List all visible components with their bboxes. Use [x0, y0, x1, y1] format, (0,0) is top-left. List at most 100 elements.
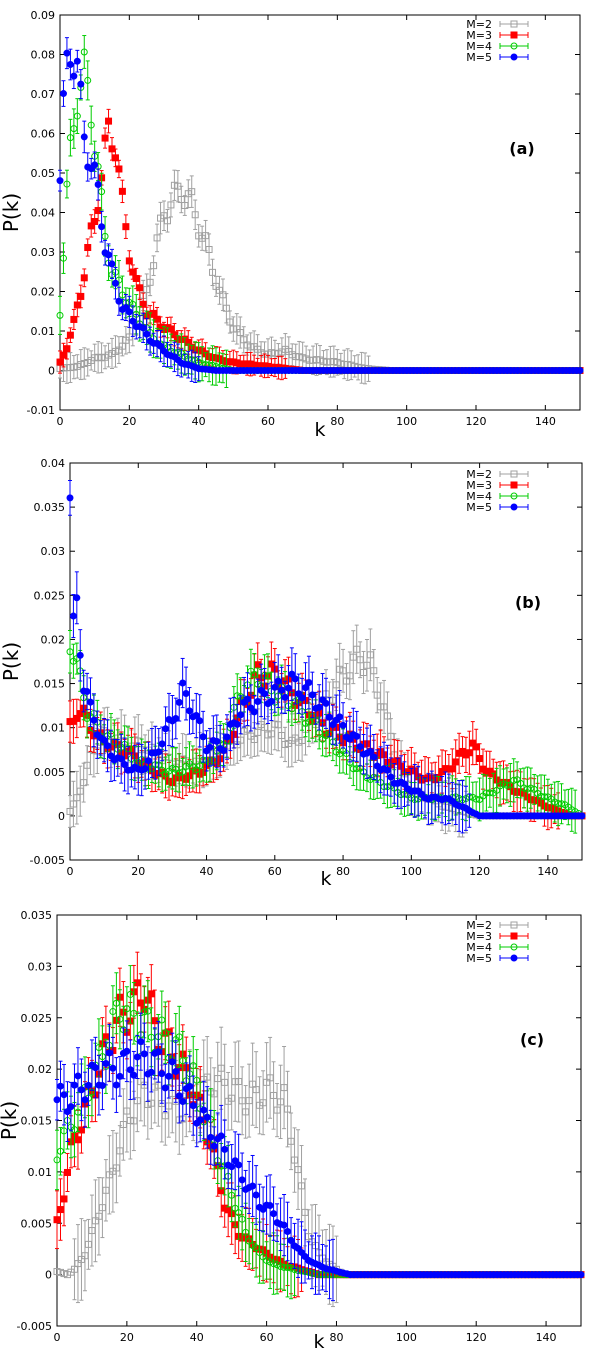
data-point [84, 1081, 92, 1089]
data-point [80, 48, 88, 56]
data-point [102, 1060, 110, 1068]
data-point [63, 49, 71, 57]
data-point [143, 330, 151, 338]
data-point [161, 1084, 169, 1092]
legend-entry-label: M=5 [466, 501, 492, 514]
x-tick-label: 100 [396, 415, 417, 428]
data-point [267, 697, 275, 705]
data-point [63, 1168, 71, 1176]
data-point [274, 677, 282, 685]
legend-marker [510, 492, 518, 500]
data-point [162, 725, 170, 733]
data-point [139, 324, 147, 332]
y-tick-label: 0.03 [28, 960, 53, 973]
y-tick-label: 0.08 [31, 49, 56, 62]
x-tick-label: 0 [54, 1331, 61, 1344]
data-point [53, 1216, 61, 1224]
data-point [448, 765, 456, 773]
data-point [158, 740, 166, 748]
data-point [53, 1096, 61, 1104]
x-tick-label: 0 [67, 865, 74, 878]
data-point [100, 736, 108, 744]
data-point [452, 758, 460, 766]
legend-entry-label: M=3 [466, 479, 492, 492]
data-point [199, 733, 207, 741]
series-m-5 [56, 37, 584, 384]
data-point [155, 748, 163, 756]
data-point [76, 651, 84, 659]
data-point [80, 133, 88, 141]
y-tick-label: 0.035 [21, 909, 53, 922]
data-point [66, 494, 74, 502]
data-point [278, 686, 286, 694]
legend-marker [510, 470, 518, 478]
data-point [84, 244, 92, 252]
data-point [315, 703, 323, 711]
data-point [70, 1081, 78, 1089]
data-point [356, 743, 364, 751]
data-point [243, 695, 251, 703]
data-point [147, 1068, 155, 1076]
chart-panel-3: -0.00500.0050.010.0150.020.0250.030.0350… [0, 909, 585, 1350]
data-point [325, 713, 333, 721]
data-point [60, 1195, 68, 1203]
y-tick-label: -0.005 [17, 1320, 52, 1333]
legend: M=2M=3M=4M=5 [466, 468, 529, 514]
data-point [94, 180, 102, 188]
data-point [74, 1072, 82, 1080]
data-point [70, 315, 78, 323]
y-tick-label: 0.05 [31, 167, 56, 180]
x-tick-label: 40 [190, 1331, 204, 1344]
data-point [91, 1064, 99, 1072]
data-point [126, 1066, 134, 1074]
data-point [80, 274, 88, 282]
y-tick-label: 0.02 [28, 1063, 53, 1076]
data-point [284, 1105, 292, 1113]
data-point [305, 679, 313, 687]
data-point [73, 594, 81, 602]
chart-panel-1: -0.0100.010.020.030.040.050.060.070.080.… [0, 9, 584, 441]
data-point [69, 612, 77, 620]
x-tick-label: 60 [260, 1331, 274, 1344]
data-point [141, 765, 149, 773]
y-tick-label: 0 [48, 365, 55, 378]
y-tick-label: 0.03 [41, 545, 66, 558]
data-point [281, 693, 289, 701]
data-point [56, 311, 64, 319]
data-point [222, 304, 230, 312]
data-point [56, 358, 64, 366]
data-point [56, 1082, 64, 1090]
data-point [167, 325, 175, 333]
x-tick-label: 120 [466, 1331, 487, 1344]
data-point [383, 766, 391, 774]
x-tick-label: 20 [131, 865, 145, 878]
y-tick-label: 0.04 [41, 457, 66, 470]
x-axis-label: k [320, 868, 331, 890]
y-tick-label: 0.035 [34, 501, 66, 514]
data-point [223, 733, 231, 741]
y-tick-label: 0.03 [31, 246, 56, 259]
data-point [73, 112, 81, 120]
data-point [84, 76, 92, 84]
data-point [188, 188, 196, 196]
data-point [370, 753, 378, 761]
data-point [73, 301, 81, 309]
data-point [209, 268, 217, 276]
data-point [98, 1082, 106, 1090]
y-tick-label: 0.005 [21, 1217, 53, 1230]
x-tick-label: 40 [200, 865, 214, 878]
x-tick-label: 100 [396, 1331, 417, 1344]
data-point [261, 690, 269, 698]
data-point [465, 749, 473, 757]
data-point [163, 217, 171, 225]
data-point [118, 187, 126, 195]
data-point [167, 201, 175, 209]
data-point [147, 990, 155, 998]
data-point [63, 345, 71, 353]
data-point [111, 279, 119, 287]
data-point [121, 760, 129, 768]
y-tick-label: -0.01 [27, 404, 55, 417]
x-tick-label: 80 [336, 865, 350, 878]
y-tick-label: 0.07 [31, 88, 56, 101]
x-tick-label: 40 [192, 415, 206, 428]
